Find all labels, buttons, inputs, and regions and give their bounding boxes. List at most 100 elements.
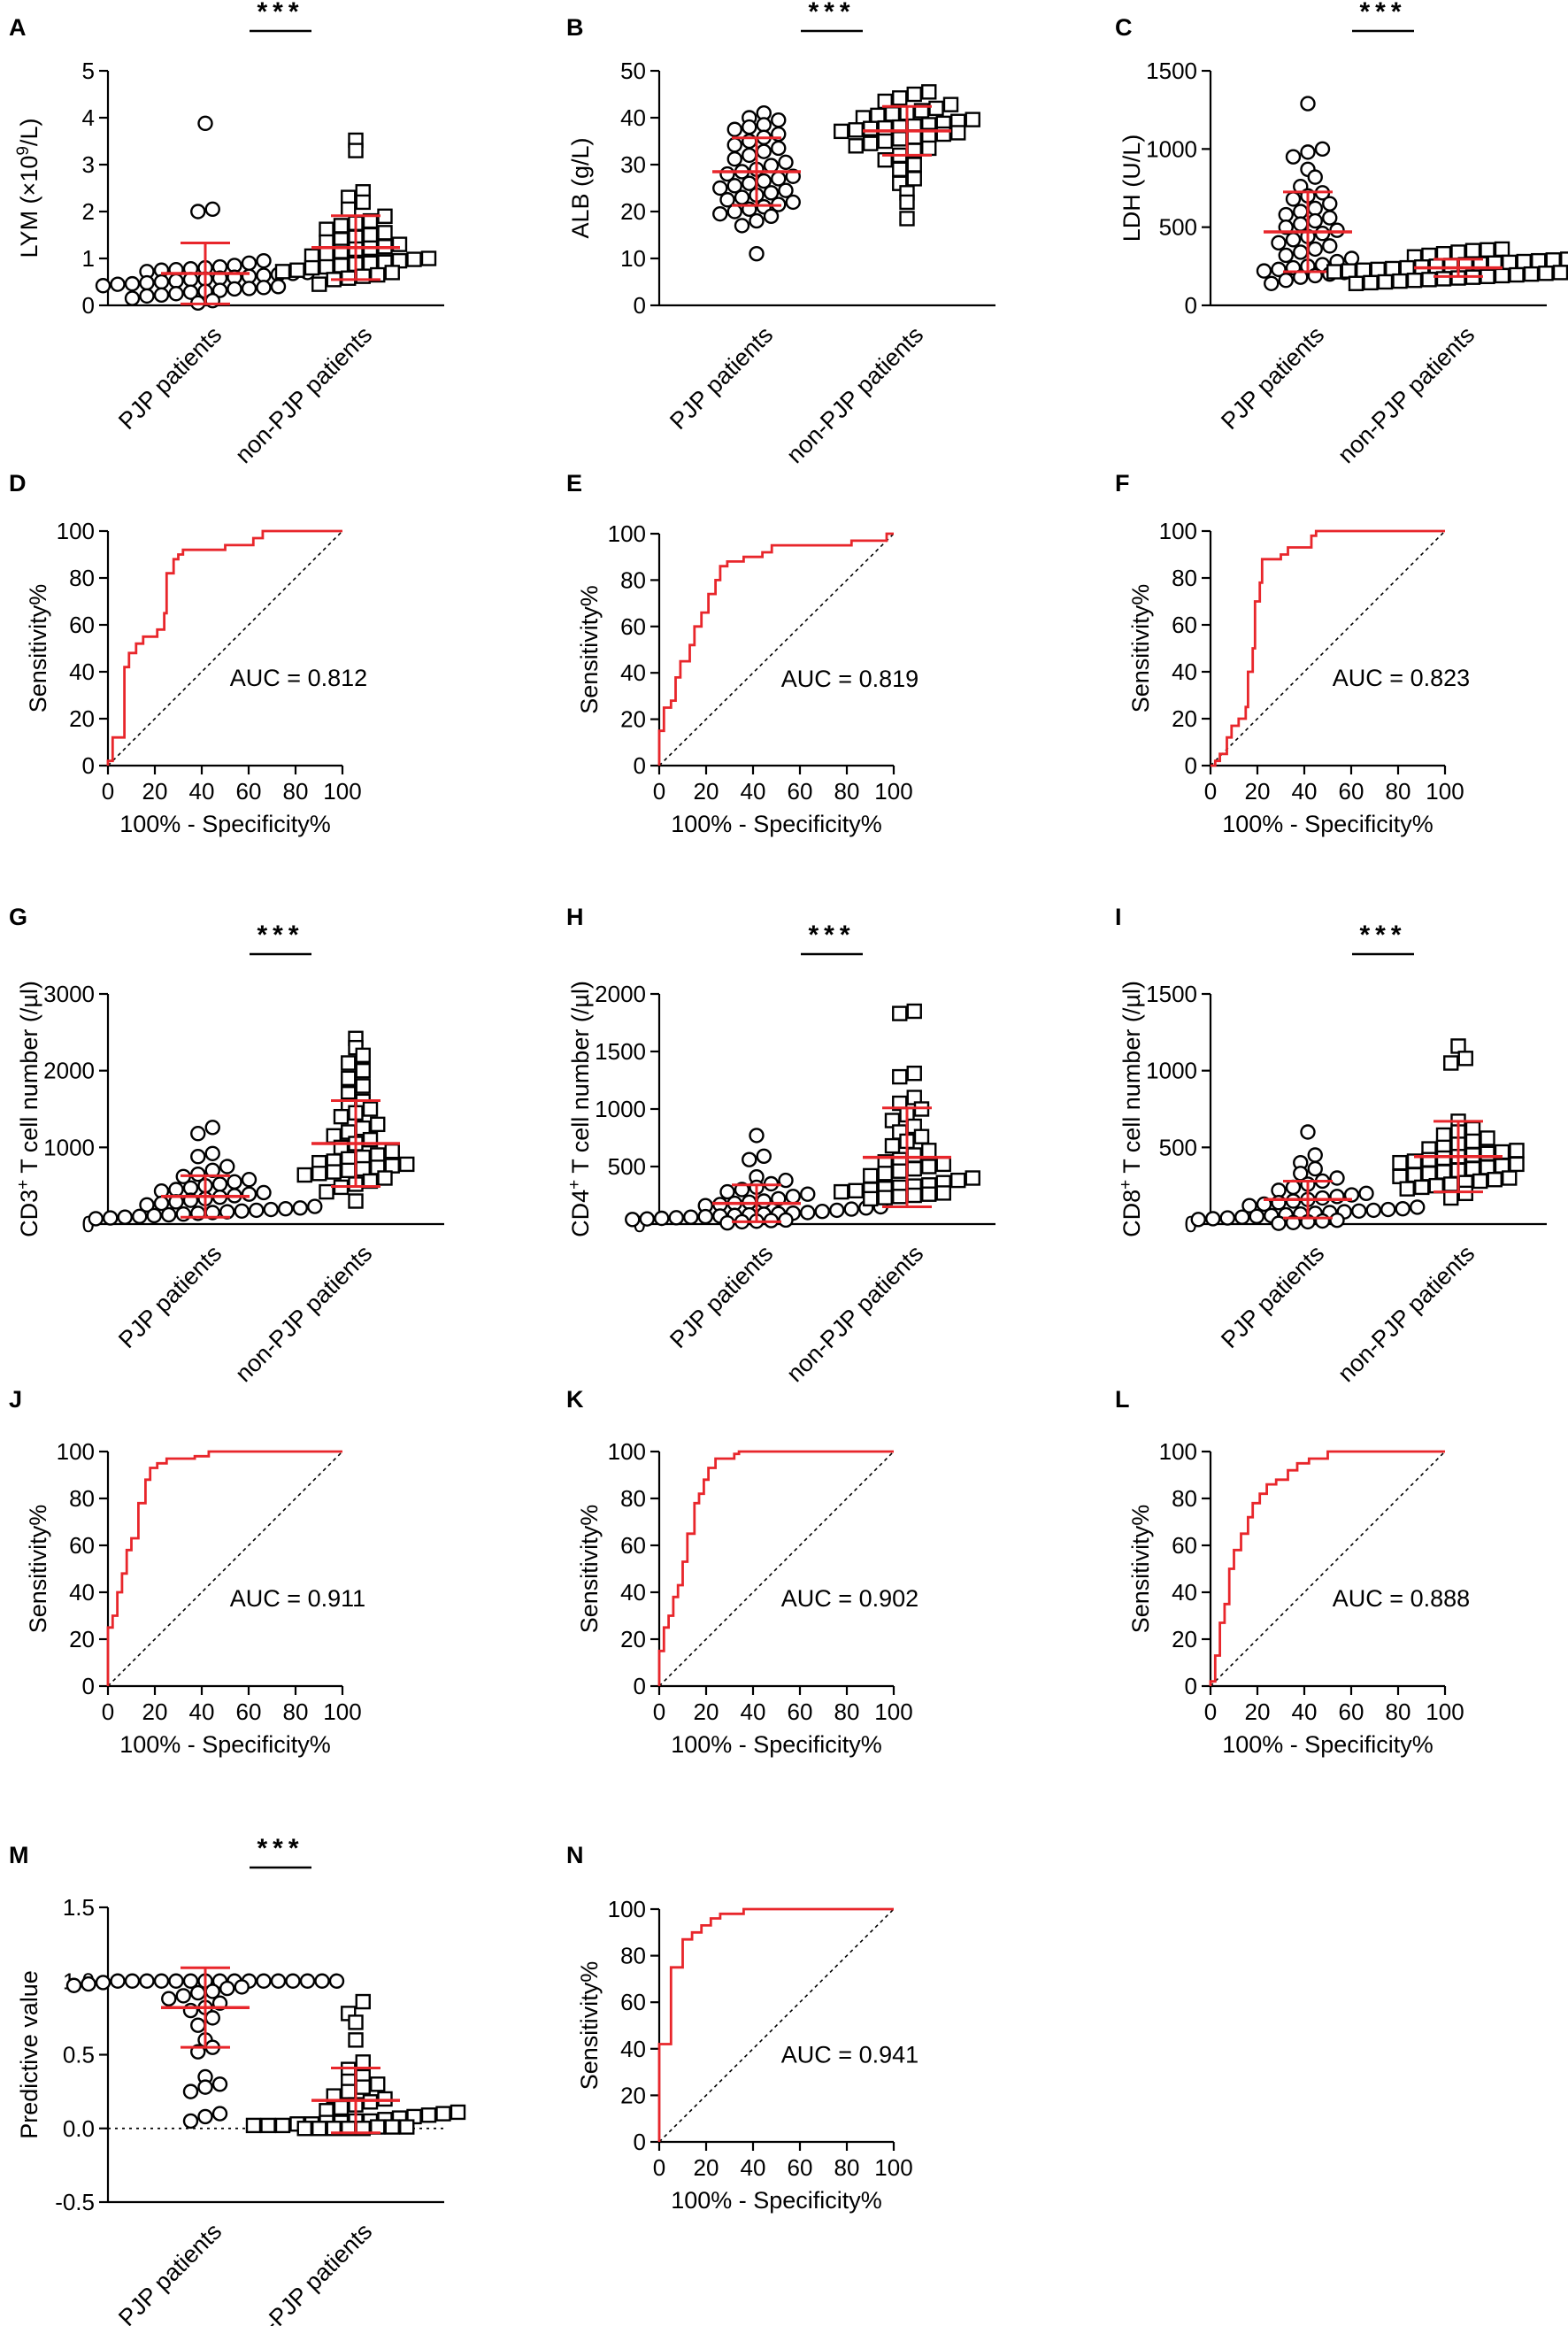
panel-G-group-0-point	[190, 1126, 206, 1142]
panel-M-group-0-point	[182, 2083, 199, 2099]
panel-C-group-1-point	[1531, 252, 1547, 269]
panel-H-group-1-point	[906, 1187, 922, 1204]
panel-E-ytick-label-1: 20	[620, 706, 646, 733]
panel-I-group-0-point	[1249, 1208, 1264, 1225]
panel-D-xtick-label-4: 80	[283, 778, 309, 805]
panel-E-xtick-label-5: 100	[874, 778, 912, 805]
panel-H-group-0-point	[756, 1193, 772, 1209]
panel-M-significance: ***	[257, 1834, 304, 1863]
panel-H-group-0-point	[749, 1128, 765, 1144]
panel-G-group-1-point	[348, 1193, 364, 1209]
panel-J-letter: J	[9, 1386, 22, 1413]
panel-N-xtick-label-5: 100	[874, 2154, 912, 2181]
panel-A-group-1-point	[333, 258, 350, 273]
panel-G-group-0-point	[190, 1166, 206, 1182]
panel-D-ytick-label-5: 100	[57, 518, 95, 544]
panel-L-ytick-label-3: 60	[1172, 1532, 1197, 1559]
panel-H-significance: ***	[808, 920, 855, 950]
panel-H-group-0-point	[778, 1172, 794, 1189]
panel-F-xlabel: 100% - Specificity%	[1222, 811, 1433, 837]
panel-C-group-1-point	[1399, 259, 1415, 276]
panel-F-reference-line	[1210, 530, 1446, 766]
panel-C-group-1-point	[1370, 261, 1386, 278]
panel-J-auc-label: AUC = 0.911	[230, 1585, 365, 1612]
panel-N-auc-label: AUC = 0.941	[781, 2042, 919, 2068]
panel-M-group-1-point	[348, 2032, 364, 2048]
panel-M-group-0-point	[197, 2108, 213, 2125]
panel-J-xtick-label-3: 60	[236, 1698, 262, 1725]
panel-C-group-1-point	[1464, 243, 1481, 258]
panel-C-group-1-point	[1356, 262, 1372, 278]
panel-E: E 0 20 40 60 80 100 0 20 40 60 80 100 100% - Specific…	[566, 470, 919, 837]
panel-B-ytick-label-0: 0	[634, 292, 646, 319]
panel-H-group-0-point	[843, 1201, 859, 1217]
panel-L-reference-line	[1210, 1451, 1446, 1687]
panel-H-group-0-point	[639, 1211, 655, 1227]
panel-A-group-0-point	[95, 278, 111, 294]
panel-D-ytick-label-1: 20	[69, 705, 95, 732]
panel-M-letter: M	[9, 1842, 29, 1868]
panel-A-group-0-point	[153, 287, 170, 304]
panel-N-ytick-label-2: 40	[620, 2036, 646, 2062]
panel-D-ytick-label-2: 40	[69, 659, 95, 685]
panel-C-group-1-point	[1385, 260, 1401, 277]
panel-B-ytick-label-3: 30	[620, 151, 646, 178]
panel-A-group-1-point	[362, 227, 379, 243]
panel-M-group-0-point	[211, 2076, 228, 2092]
panel-L-ytick-label-2: 40	[1172, 1579, 1197, 1606]
panel-B-group-1-point	[899, 211, 915, 227]
panel-M-group-1-point	[245, 2117, 262, 2134]
panel-H-group-1-point	[935, 1185, 951, 1201]
panel-M-group-0-point	[190, 2017, 206, 2033]
panel-G-group-1-point	[311, 1166, 327, 1182]
panel-J-ytick-label-0: 0	[82, 1673, 95, 1699]
panel-A-group-0-point	[139, 288, 155, 304]
panel-G-group-0-point	[219, 1159, 235, 1175]
panel-N-xtick-label-1: 20	[694, 2154, 719, 2181]
panel-H-group-0-point	[654, 1210, 670, 1227]
panel-A-group-1-point	[370, 266, 386, 283]
panel-C-group-0-point	[1285, 149, 1302, 165]
panel-E-ytick-label-2: 40	[620, 659, 646, 686]
panel-M-group-0-point	[299, 1973, 316, 1989]
panel-H-category-0: PJP patients	[665, 1240, 778, 1353]
panel-B-group-0-point	[778, 182, 794, 198]
panel-J-xtick-label-1: 20	[142, 1698, 168, 1725]
panel-B-group-0-point	[749, 246, 765, 262]
panel-G-group-0-point	[204, 1120, 220, 1136]
panel-C-letter: C	[1115, 14, 1133, 41]
panel-F-xtick-label-3: 60	[1339, 778, 1364, 805]
panel-C-group-1-point	[1326, 264, 1342, 280]
panel-M-ytick-label-4: 1.5	[63, 1894, 95, 1921]
panel-N-reference-line	[658, 1908, 895, 2143]
panel-A-ytick-label-5: 5	[82, 58, 95, 84]
panel-L-ytick-label-1: 20	[1172, 1626, 1197, 1652]
panel-D-xlabel: 100% - Specificity%	[119, 811, 331, 837]
panel-L-auc-label: AUC = 0.888	[1333, 1585, 1470, 1612]
panel-J-xtick-label-2: 40	[189, 1698, 215, 1725]
panel-C-group-1-point	[1516, 253, 1532, 270]
panel-C-significance: ***	[1359, 0, 1406, 27]
panel-H-group-0-point	[742, 1151, 757, 1167]
panel-C-group-0-point	[1285, 191, 1302, 207]
panel-A-ytick-label-4: 4	[82, 104, 95, 131]
panel-D: D 0 20 40 60 80 100 0 20 40 60 80 100 100% - Specific…	[9, 470, 367, 837]
panel-B-group-1-point	[877, 133, 893, 150]
panel-C-group-1-point	[1494, 241, 1510, 258]
panel-G-ytick-label-2: 2000	[43, 1058, 95, 1084]
panel-M-group-0-point	[182, 1973, 199, 1989]
panel-H-group-1-point	[834, 1183, 849, 1200]
panel-J-roc-curve	[106, 1450, 342, 1686]
panel-B-group-0-point	[726, 178, 742, 194]
panel-D-xtick-label-1: 20	[142, 778, 168, 805]
panel-D-ylabel: Sensitivity%	[25, 584, 51, 713]
panel-M-group-1-point	[420, 2107, 437, 2123]
panel-E-letter: E	[566, 470, 582, 497]
panel-G-group-0-point	[117, 1209, 133, 1225]
panel-G-group-1-point	[355, 1078, 371, 1094]
panel-A-category-1: non-PJP patients	[230, 321, 377, 468]
panel-F-xtick-label-1: 20	[1245, 778, 1271, 805]
panel-A-ylabel: LYM (×109/L)	[14, 119, 43, 258]
